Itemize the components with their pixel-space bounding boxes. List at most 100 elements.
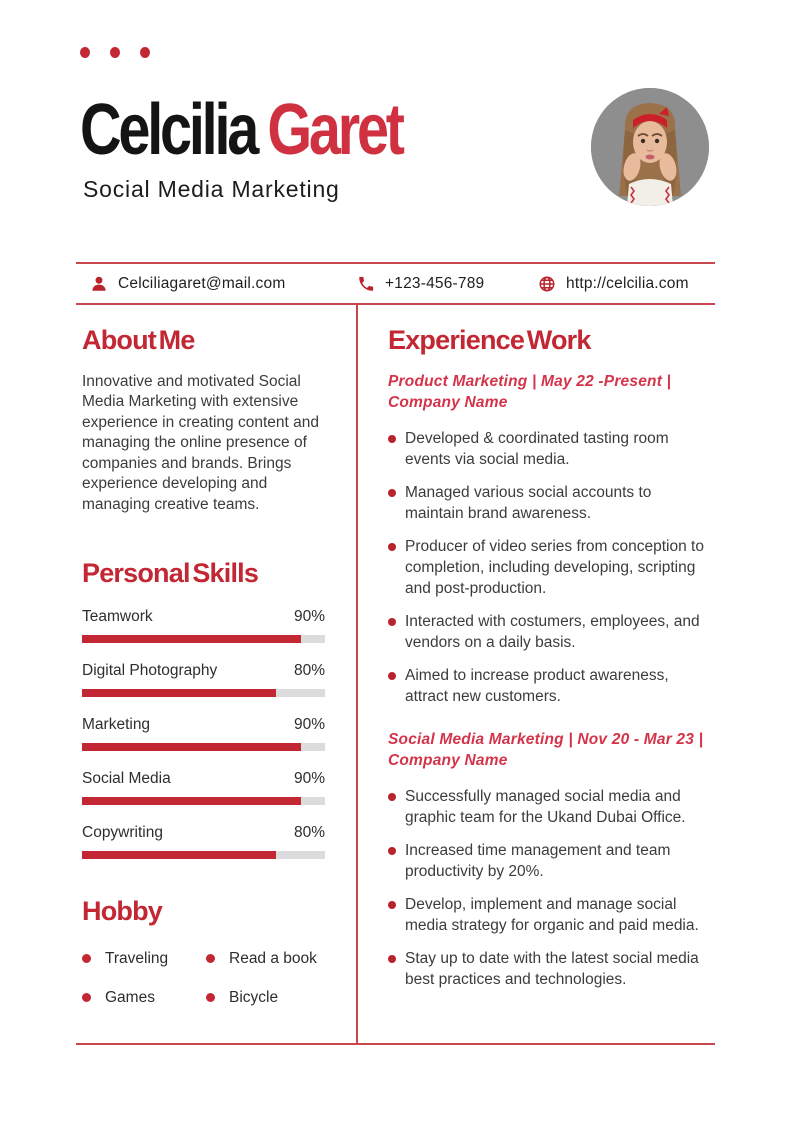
bullet-icon — [388, 792, 396, 801]
email-value: Celciliagaret@mail.com — [118, 274, 286, 292]
skill-bar-fill — [82, 850, 277, 859]
column-divider — [356, 303, 358, 1043]
job-bullet: Increased time management and team produ… — [388, 840, 712, 882]
bullet-icon — [82, 954, 91, 964]
hobby-item: Traveling — [82, 950, 206, 968]
dot-icon — [140, 47, 150, 58]
bullet-icon — [388, 434, 396, 443]
bullet-text: Aimed to increase product awareness, att… — [405, 666, 669, 705]
job-bullet: Stay up to date with the latest social m… — [388, 948, 712, 990]
hobby-label: Traveling — [105, 949, 169, 967]
skill-bar-fill — [82, 688, 277, 697]
dot-icon — [80, 47, 90, 58]
hobby-section: Hobby Traveling Read a book Games Bicycl… — [82, 896, 344, 1007]
website-value: http://celcilia.com — [566, 274, 689, 292]
skill-bar-fill — [82, 634, 301, 643]
job-bullet: Producer of video series from conception… — [388, 536, 712, 599]
bullet-icon — [206, 954, 215, 964]
skill-percent: 90% — [293, 607, 325, 625]
job-bullet-list: Successfully managed social media and gr… — [388, 786, 712, 990]
skill-item: Copywriting 80% — [82, 824, 325, 859]
hobby-item: Read a book — [206, 950, 344, 968]
contact-phone: +123-456-789 — [357, 264, 484, 303]
skill-label: Teamwork — [82, 607, 153, 625]
bullet-icon — [388, 846, 396, 855]
globe-icon — [539, 276, 555, 291]
skill-label: Social Media — [82, 769, 171, 787]
bullet-text: Increased time management and team produ… — [405, 841, 671, 880]
skills-heading: Personal Skills — [82, 558, 259, 588]
skill-percent: 90% — [293, 769, 325, 787]
contact-website: http://celcilia.com — [538, 264, 689, 303]
bullet-text: Interacted with costumers, employees, an… — [405, 612, 700, 651]
phone-value: +123-456-789 — [385, 274, 485, 292]
bullet-icon — [388, 617, 396, 626]
bullet-text: Develop, implement and manage social med… — [405, 895, 699, 934]
job-bullet: Developed & coordinated tasting room eve… — [388, 428, 712, 470]
job-title: Product Marketing | May 22 -Present | Co… — [388, 372, 672, 411]
first-name: Celcilia — [80, 90, 259, 170]
skill-percent: 80% — [293, 823, 325, 841]
skill-label: Digital Photography — [82, 661, 218, 679]
about-heading: About Me — [82, 325, 195, 355]
bottom-rule — [76, 1043, 715, 1045]
skill-label: Copywriting — [82, 823, 163, 841]
contact-email: Celciliagaret@mail.com — [90, 264, 285, 303]
bullet-icon — [388, 542, 396, 551]
bullet-icon — [206, 993, 215, 1003]
job-bullet: Develop, implement and manage social med… — [388, 894, 712, 936]
hobby-label: Games — [105, 988, 155, 1006]
avatar-illustration — [591, 88, 709, 206]
job-subtitle: Social Media Marketing — [83, 176, 340, 202]
phone-icon — [359, 276, 374, 291]
bullet-text: Developed & coordinated tasting room eve… — [405, 429, 669, 468]
skill-bar-track — [82, 742, 325, 751]
job-bullet: Managed various social accounts to maint… — [388, 482, 712, 524]
hobby-heading: Hobby — [82, 896, 163, 926]
skill-bar-fill — [82, 796, 301, 805]
skill-bar-track — [82, 688, 325, 697]
hobby-item: Bicycle — [206, 989, 344, 1007]
hobby-label: Read a book — [229, 949, 317, 967]
hobby-list: Traveling Read a book Games Bicycle — [82, 950, 344, 1007]
skill-bar-track — [82, 850, 325, 859]
decorative-dots — [80, 47, 150, 58]
skill-item: Marketing 90% — [82, 716, 325, 751]
contact-bar: Celciliagaret@mail.com +123-456-789 http… — [76, 262, 715, 305]
job-bullet: Aimed to increase product awareness, att… — [388, 665, 712, 707]
experience-heading: Experience Work — [388, 325, 591, 355]
about-text: Innovative and motivated Social Media Ma… — [82, 372, 319, 513]
skill-bar-fill — [82, 742, 301, 751]
person-icon — [92, 276, 106, 291]
skill-bar-track — [82, 796, 325, 805]
skill-item: Teamwork 90% — [82, 608, 325, 643]
last-name: Garet — [267, 90, 405, 170]
about-section: About Me Innovative and motivated Social… — [82, 325, 330, 515]
hobby-item: Games — [82, 989, 206, 1007]
bullet-text: Producer of video series from conception… — [405, 537, 704, 597]
bullet-icon — [82, 993, 91, 1003]
job-bullet: Successfully managed social media and gr… — [388, 786, 712, 828]
bullet-icon — [388, 900, 396, 909]
bullet-icon — [388, 954, 396, 963]
job-bullet: Interacted with costumers, employees, an… — [388, 611, 712, 653]
bullet-text: Managed various social accounts to maint… — [405, 483, 652, 522]
job-title: Social Media Marketing | Nov 20 - Mar 23… — [388, 730, 704, 769]
skill-item: Digital Photography 80% — [82, 662, 325, 697]
experience-section: Experience Work Product Marketing | May … — [388, 325, 712, 1002]
skill-percent: 80% — [293, 661, 325, 679]
job-bullet-list: Developed & coordinated tasting room eve… — [388, 428, 712, 707]
skill-bar-track — [82, 634, 325, 643]
bullet-text: Successfully managed social media and gr… — [405, 787, 686, 826]
bullet-icon — [388, 488, 396, 497]
person-name: Celcilia Garet — [80, 94, 405, 166]
skill-label: Marketing — [82, 715, 151, 733]
skill-percent: 90% — [293, 715, 325, 733]
skill-item: Social Media 90% — [82, 770, 325, 805]
bullet-icon — [388, 671, 396, 680]
skills-section: Personal Skills Teamwork 90% Digital Pho… — [82, 558, 325, 859]
bullet-text: Stay up to date with the latest social m… — [405, 949, 699, 988]
profile-photo — [591, 88, 709, 206]
dot-icon — [110, 47, 120, 58]
